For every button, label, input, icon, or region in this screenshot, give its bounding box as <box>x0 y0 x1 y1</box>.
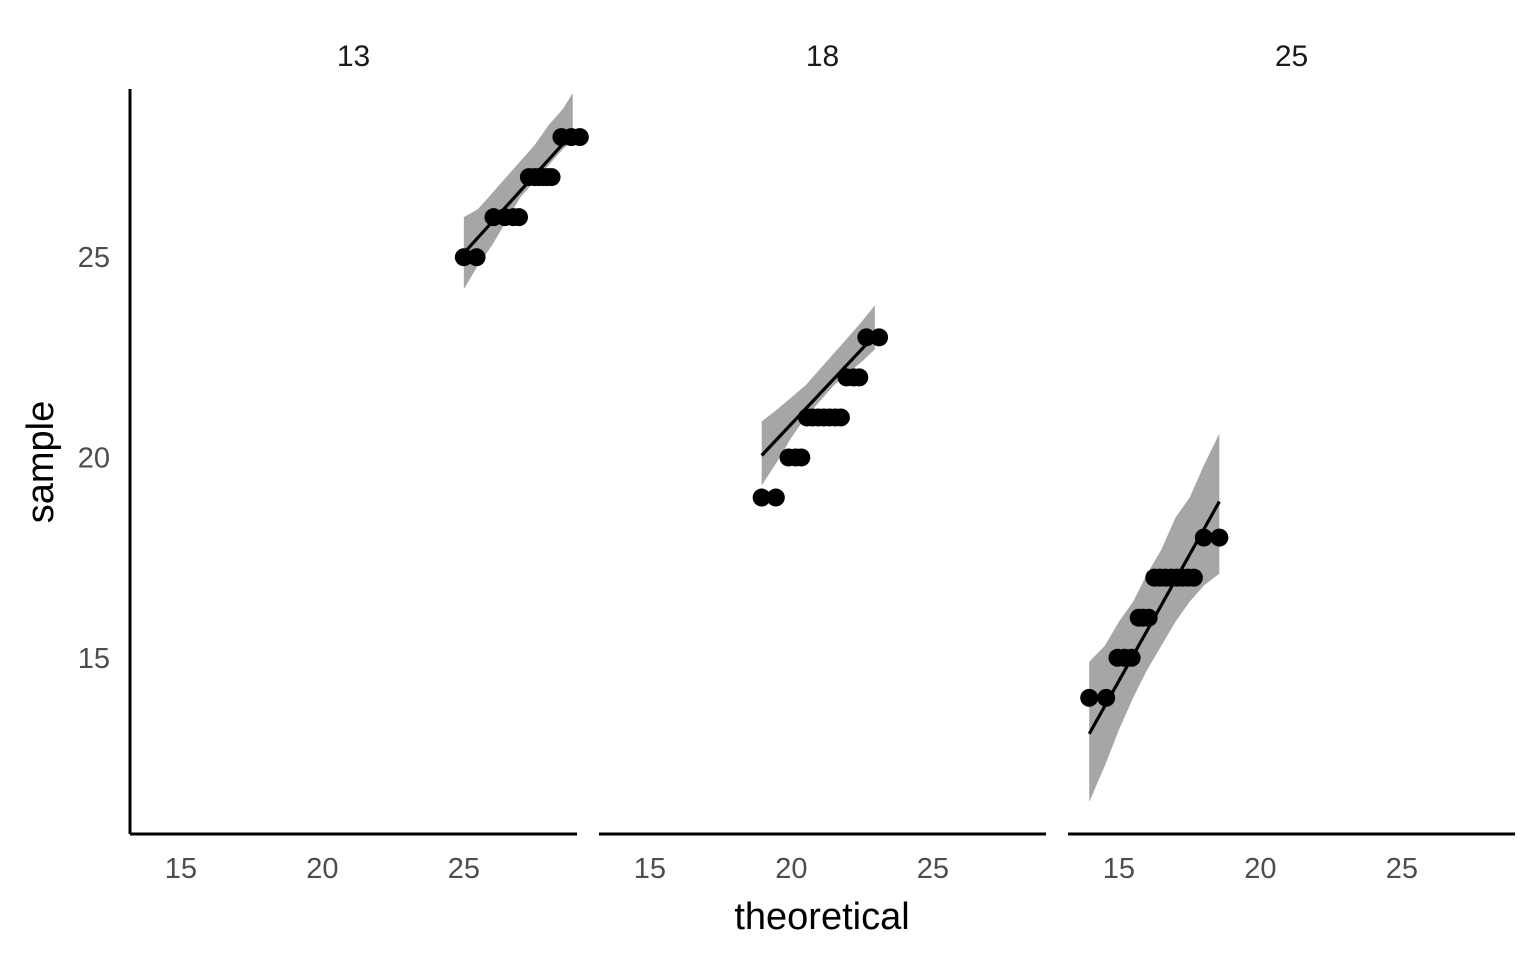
data-point <box>857 328 876 347</box>
x-axis-title: theoretical <box>734 896 909 938</box>
data-point <box>570 128 589 147</box>
data-point <box>542 168 561 187</box>
facet-label: 25 <box>1275 40 1308 73</box>
x-tick-label: 15 <box>1103 853 1135 885</box>
reference-line <box>462 131 574 255</box>
facet-panel-13: 13 15 20 25 <box>130 40 589 885</box>
x-tick-label: 25 <box>1386 853 1418 885</box>
facet-panel-25: 25 15 20 25 <box>1068 40 1515 885</box>
data-point <box>1139 608 1158 627</box>
data-point <box>1097 688 1116 707</box>
data-point <box>1194 528 1213 547</box>
x-tick-label: 20 <box>775 853 807 885</box>
data-point <box>1184 568 1203 587</box>
x-tick-label: 20 <box>1244 853 1276 885</box>
data-point <box>1080 688 1099 707</box>
x-tick-label: 20 <box>306 853 338 885</box>
facets: 13 15 20 25 18 15 20 25 25 15 20 25 <box>130 40 1515 885</box>
x-tick-label: 15 <box>165 853 197 885</box>
data-point <box>766 488 785 507</box>
y-tick-label: 15 <box>78 643 110 675</box>
data-point <box>850 368 869 387</box>
data-point <box>510 208 529 227</box>
y-tick-label: 20 <box>78 442 110 474</box>
facet-label: 18 <box>806 40 839 73</box>
x-tick-label: 25 <box>917 853 949 885</box>
data-point <box>752 488 771 507</box>
data-point <box>831 408 850 427</box>
reference-line <box>760 334 877 457</box>
x-tick-label: 15 <box>634 853 666 885</box>
data-point <box>870 328 889 347</box>
y-tick-label: 25 <box>78 242 110 274</box>
y-axis-ticks: 15 20 25 <box>78 242 110 675</box>
data-point <box>467 248 486 267</box>
facet-label: 13 <box>337 40 370 73</box>
data-point <box>454 248 473 267</box>
data-point <box>1122 648 1141 667</box>
y-axis-title: sample <box>20 401 62 524</box>
data-point <box>792 448 811 467</box>
facet-panel-18: 18 15 20 25 <box>599 40 1046 885</box>
x-tick-label: 25 <box>448 853 480 885</box>
data-point <box>1210 528 1229 547</box>
